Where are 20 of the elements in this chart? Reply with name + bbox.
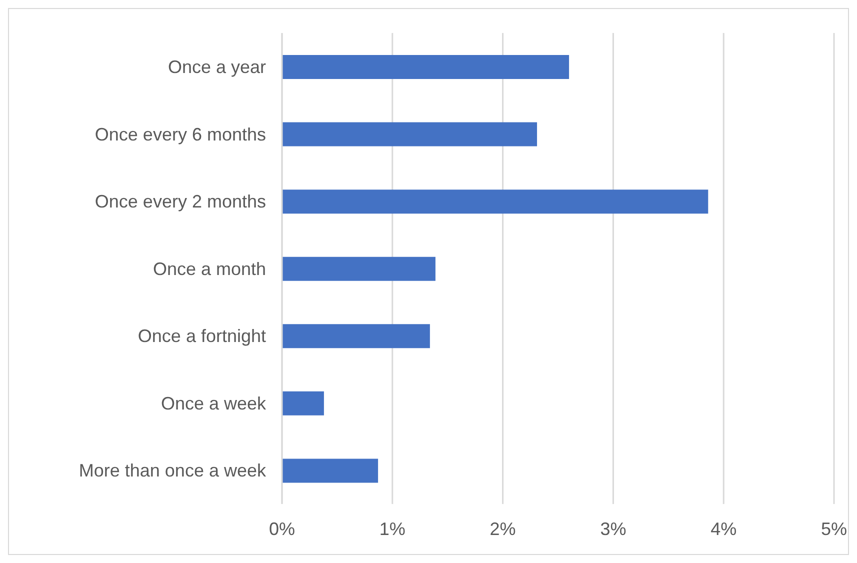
bar	[282, 391, 324, 416]
y-tick-label: Once every 2 months	[94, 192, 266, 212]
x-tick-label: 2%	[490, 518, 516, 539]
y-tick-label: Once every 6 months	[94, 124, 266, 144]
x-tick-label: 0%	[268, 518, 296, 539]
x-tick-label: 3%	[600, 518, 626, 539]
x-tick-label: 5%	[820, 518, 848, 539]
y-tick-label: Once a week	[160, 393, 267, 414]
x-tick-label: 1%	[379, 518, 406, 539]
y-tick-label: Once a fortnight	[138, 326, 266, 346]
y-tick-label: Once a year	[168, 57, 266, 78]
bar	[282, 324, 430, 348]
x-tick-label: 4%	[710, 518, 737, 539]
bar	[282, 256, 436, 281]
bar	[282, 190, 708, 214]
bar	[282, 55, 570, 79]
bar	[282, 458, 378, 483]
y-tick-label: Once a month	[152, 258, 266, 279]
bar	[282, 122, 538, 146]
y-tick-label: More than once a week	[78, 460, 267, 481]
